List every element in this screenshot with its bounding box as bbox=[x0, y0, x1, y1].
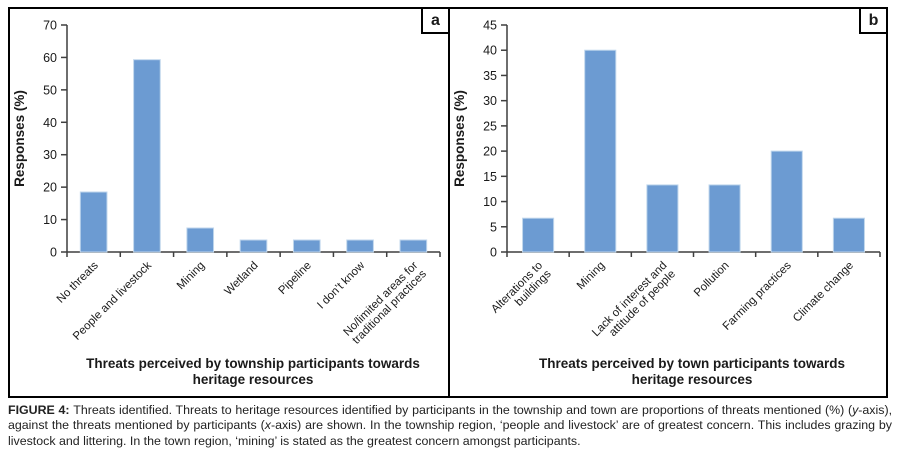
category-label-3: Pollution bbox=[692, 260, 732, 300]
category-label-5: I don’t know bbox=[315, 259, 367, 311]
figure-panels: a 0 10 20 30 40 50 60 70 No threats People and li… bbox=[8, 7, 888, 398]
caption-label: FIGURE 4: bbox=[8, 403, 74, 417]
y-tick-label: 20 bbox=[483, 145, 497, 159]
panel-label-a: a bbox=[431, 11, 440, 29]
y-tick-label: 0 bbox=[50, 246, 57, 260]
y-tick-label: 5 bbox=[490, 220, 497, 234]
caption-text: -axis), against the threats mentioned by… bbox=[8, 403, 893, 433]
y-tick-label: 70 bbox=[43, 19, 57, 33]
y-tick-label: 15 bbox=[483, 170, 497, 184]
caption-text: y bbox=[852, 403, 859, 417]
panel-label-b: b bbox=[868, 11, 879, 29]
y-tick-label: 10 bbox=[43, 213, 57, 227]
chart-panel-b: b 0 5 10 15 20 25 30 35 40 45 Alterations tobuildi… bbox=[448, 9, 886, 396]
bar-3 bbox=[239, 239, 268, 253]
y-tick-label: 40 bbox=[483, 44, 497, 58]
y-tick-label: 40 bbox=[43, 116, 57, 130]
bar-chart-town: 0 5 10 15 20 25 30 35 40 45 Alterations tobuilding… bbox=[452, 19, 881, 348]
bar-6 bbox=[399, 239, 428, 253]
chart-panel-a: a 0 10 20 30 40 50 60 70 No threats People and li… bbox=[10, 9, 448, 396]
bar-5 bbox=[832, 217, 865, 253]
bar-1 bbox=[133, 59, 161, 253]
category-label-4: Farming practices bbox=[721, 259, 794, 332]
x-axis-title-b: Threats perceived by town participants t… bbox=[450, 356, 886, 388]
bar-2 bbox=[186, 227, 215, 253]
y-axis-label: Responses (%) bbox=[12, 90, 27, 187]
y-tick-label: 20 bbox=[43, 181, 57, 195]
figure-caption: FIGURE 4: Threats identified. Threats to… bbox=[8, 403, 892, 449]
panel-label-box-b: b bbox=[859, 9, 886, 34]
category-label-3: Wetland bbox=[222, 260, 260, 298]
y-tick-label: 0 bbox=[490, 246, 497, 260]
category-label-1: Mining bbox=[575, 260, 607, 292]
category-label-4: Pipeline bbox=[276, 260, 313, 297]
bar-0 bbox=[522, 217, 555, 253]
bar-4 bbox=[292, 239, 321, 253]
bar-2 bbox=[646, 184, 679, 253]
bar-3 bbox=[708, 184, 741, 253]
category-label-2: Lack of interest andattitude of people bbox=[590, 260, 678, 348]
x-axis-title-line: Threats perceived by town participants t… bbox=[538, 355, 846, 371]
y-tick-label: 50 bbox=[43, 83, 57, 97]
caption-text: -axis) are shown. In the township region… bbox=[8, 418, 893, 448]
category-label-2: Mining bbox=[175, 260, 207, 292]
y-tick-label: 60 bbox=[43, 51, 57, 65]
category-label-0: No threats bbox=[55, 259, 101, 305]
caption-text: Threats identified. Threats to heritage … bbox=[73, 403, 853, 417]
x-axis-title-line: heritage resources bbox=[631, 371, 753, 387]
y-tick-label: 30 bbox=[483, 94, 497, 108]
caption-text: x bbox=[264, 418, 271, 433]
bar-5 bbox=[346, 239, 374, 253]
y-tick-label: 35 bbox=[483, 69, 497, 83]
category-label-5: Climate change bbox=[791, 260, 856, 325]
y-tick-label: 30 bbox=[43, 148, 57, 162]
x-axis-title-line: Threats perceived by township participan… bbox=[86, 355, 420, 371]
y-tick-label: 45 bbox=[483, 19, 497, 33]
category-label-0: Alterations tobuildings bbox=[489, 259, 554, 324]
y-tick-label: 25 bbox=[483, 119, 497, 133]
bar-1 bbox=[584, 49, 617, 253]
panel-label-box-a: a bbox=[421, 9, 448, 34]
y-axis-label: Responses (%) bbox=[452, 90, 467, 187]
x-axis-title-a: Threats perceived by township participan… bbox=[10, 356, 448, 388]
x-axis-title-line: heritage resources bbox=[192, 371, 314, 387]
y-tick-label: 10 bbox=[483, 195, 497, 209]
bar-0 bbox=[79, 191, 108, 253]
bar-4 bbox=[770, 150, 803, 253]
